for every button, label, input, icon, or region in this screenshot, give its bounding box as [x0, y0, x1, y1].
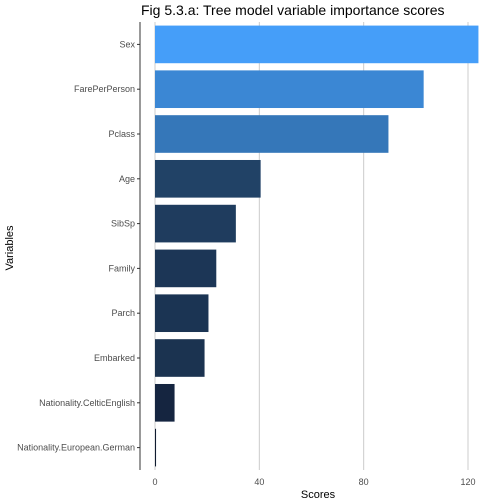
y-tick-label: Pclass — [108, 129, 135, 139]
x-tick-label: 80 — [359, 477, 369, 487]
bar-FarePerPerson — [155, 70, 424, 109]
y-tick-labels: Sex FarePerPerson Pclass Age SibSp Family Parc… — [17, 39, 140, 453]
bar-Parch — [155, 294, 209, 333]
y-tick-label: Embarked — [94, 353, 135, 363]
x-tick-label: 0 — [152, 477, 157, 487]
y-tick-label: Parch — [111, 308, 135, 318]
y-tick-label: Family — [109, 263, 136, 273]
bar-Embarked — [155, 339, 205, 377]
bar-Nationality.CelticEnglish — [155, 383, 175, 422]
x-tick-labels: 0 40 80 120 — [152, 477, 475, 487]
bar-SibSp — [155, 204, 236, 243]
bar-Age — [155, 159, 261, 198]
bars — [155, 25, 479, 467]
y-axis-title: Variables — [4, 225, 16, 271]
chart-title: Fig 5.3.a: Tree model variable importanc… — [141, 2, 444, 18]
x-axis-title: Scores — [301, 489, 336, 501]
y-tick-label: Nationality.European.German — [17, 443, 135, 453]
y-tick-label: FarePerPerson — [74, 84, 135, 94]
y-tick-label: Age — [119, 174, 135, 184]
y-tick-label: Nationality.CelticEnglish — [39, 398, 135, 408]
bar-Nationality.European.German — [155, 428, 157, 467]
x-tick-label: 120 — [460, 477, 475, 487]
x-tick-label: 40 — [254, 477, 264, 487]
bar-Sex — [155, 25, 479, 64]
bar-Pclass — [155, 115, 389, 153]
bar-Family — [155, 249, 217, 288]
y-tick-label: Sex — [119, 39, 135, 49]
y-tick-label: SibSp — [111, 219, 135, 229]
